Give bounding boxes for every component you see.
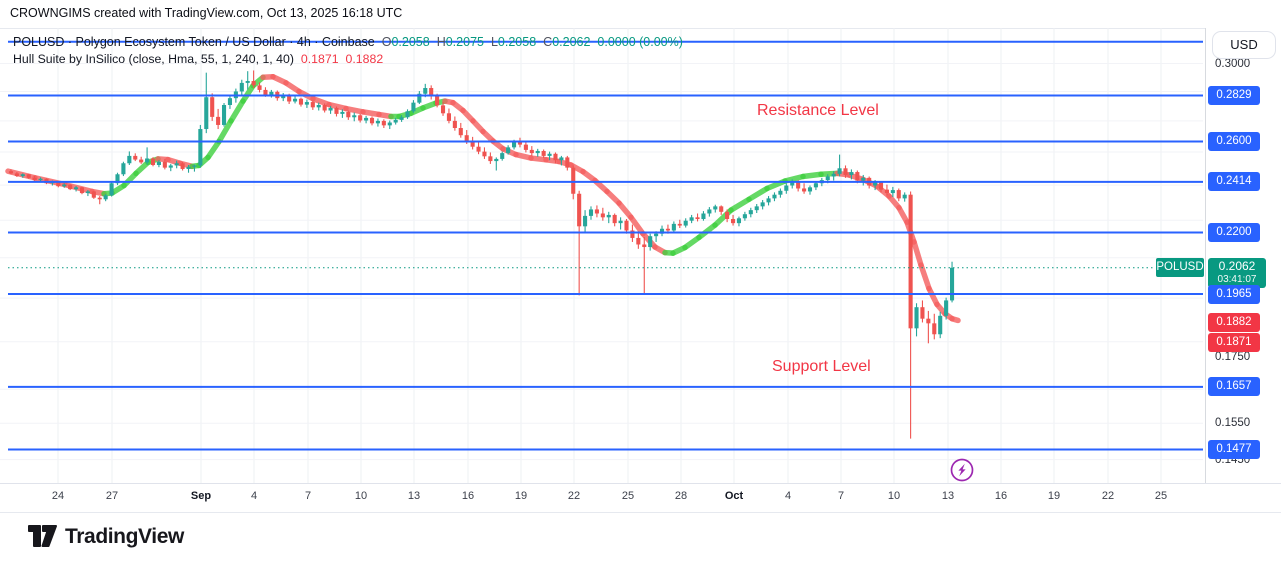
time-axis-tick: 16 bbox=[994, 490, 1008, 502]
time-axis-tick: 16 bbox=[461, 490, 475, 502]
candles-layer bbox=[8, 70, 955, 439]
hull-suite-band bbox=[5, 73, 961, 324]
symbol-title[interactable]: POLUSD · Polygon Ecosystem Token / US Do… bbox=[13, 35, 375, 49]
hull-value-badge: 0.1882 bbox=[1208, 312, 1260, 332]
open-label: O bbox=[381, 35, 392, 49]
symbol-info-row[interactable]: POLUSD · Polygon Ecosystem Token / US Do… bbox=[13, 35, 683, 49]
time-axis-tick: 4 bbox=[784, 490, 792, 502]
time-axis-tick: 27 bbox=[105, 490, 119, 502]
time-axis-tick: 4 bbox=[250, 490, 258, 502]
current-price-value: 0.2062 bbox=[1218, 258, 1256, 273]
time-axis-tick: 13 bbox=[407, 490, 421, 502]
time-axis-tick: 13 bbox=[941, 490, 955, 502]
tradingview-logo[interactable]: TradingView bbox=[28, 525, 184, 549]
price-axis-label: 0.3000 bbox=[1215, 57, 1251, 70]
tradingview-wordmark: TradingView bbox=[65, 525, 184, 548]
support-level-label: Support Level bbox=[772, 358, 871, 375]
watermark-note: CROWNGIMS created with TradingView.com, … bbox=[10, 6, 403, 20]
time-axis[interactable]: 24 27 Sep 4 7 10 13 16 19 22 25 28 Oct 4 7 10 13 16 19 22 25 bbox=[0, 483, 1281, 513]
price-axis-label: 0.1550 bbox=[1215, 417, 1251, 430]
level-price-badge: 0.2829 bbox=[1208, 85, 1260, 105]
level-price-badge: 0.2600 bbox=[1208, 131, 1260, 151]
hull-value-1: 0.1871 bbox=[300, 52, 339, 66]
price-chart-canvas[interactable] bbox=[0, 28, 1205, 483]
flash-bolt bbox=[958, 463, 966, 477]
level-price-badge: 0.2200 bbox=[1208, 222, 1260, 242]
indicator-row[interactable]: Hull Suite by InSilico (close, Hma, 55, … bbox=[13, 52, 383, 66]
time-axis-tick: 7 bbox=[837, 490, 845, 502]
time-axis-tick: 24 bbox=[51, 490, 65, 502]
time-axis-tick: 7 bbox=[304, 490, 312, 502]
current-price-badge: 0.2062 03:41:07 bbox=[1208, 257, 1266, 288]
resistance-level-label: Resistance Level bbox=[757, 102, 879, 119]
bar-countdown: 03:41:07 bbox=[1217, 273, 1257, 285]
chart-top-border bbox=[0, 28, 1281, 29]
close-label: C bbox=[543, 35, 553, 49]
time-axis-tick: 25 bbox=[1154, 490, 1168, 502]
low-value: 0.2058 bbox=[497, 35, 537, 49]
level-lines-layer bbox=[8, 40, 1203, 451]
flash-events-icon[interactable] bbox=[949, 457, 975, 483]
close-value: 0.2062 bbox=[552, 35, 591, 49]
time-axis-tick: 28 bbox=[674, 490, 688, 502]
time-axis-tick: Sep bbox=[190, 490, 212, 502]
level-price-badge: 0.1657 bbox=[1208, 377, 1260, 397]
high-label: H bbox=[436, 35, 446, 49]
symbol-price-label: POLUSD bbox=[1156, 258, 1204, 278]
level-price-badge: 0.1965 bbox=[1208, 284, 1260, 304]
level-price-badge: 0.2414 bbox=[1208, 172, 1260, 192]
hull-value-2: 0.1882 bbox=[345, 52, 384, 66]
time-axis-tick: 22 bbox=[567, 490, 581, 502]
open-value: 0.2058 bbox=[391, 35, 430, 49]
time-axis-tick: 10 bbox=[354, 490, 368, 502]
level-price-badge: 0.1477 bbox=[1208, 440, 1260, 460]
low-label: L bbox=[490, 35, 498, 49]
price-axis-label: 0.1750 bbox=[1215, 351, 1251, 364]
hull-value-badge: 0.1871 bbox=[1208, 332, 1260, 352]
time-axis-tick: 19 bbox=[514, 490, 528, 502]
time-axis-tick: 22 bbox=[1101, 490, 1115, 502]
time-axis-tick: 25 bbox=[621, 490, 635, 502]
time-axis-tick: 10 bbox=[887, 490, 901, 502]
time-axis-tick: Oct bbox=[724, 490, 744, 502]
change-value: 0.0000 (0.00%) bbox=[597, 35, 683, 49]
currency-button[interactable]: USD bbox=[1212, 31, 1276, 59]
time-axis-tick: 19 bbox=[1047, 490, 1061, 502]
tradingview-logo-icon bbox=[28, 525, 57, 547]
high-value: 0.2075 bbox=[445, 35, 484, 49]
indicator-name[interactable]: Hull Suite by InSilico (close, Hma, 55, … bbox=[13, 52, 294, 66]
price-axis[interactable]: USD 0.2062 03:41:07 0.30000.28000.17500.… bbox=[1205, 28, 1281, 512]
